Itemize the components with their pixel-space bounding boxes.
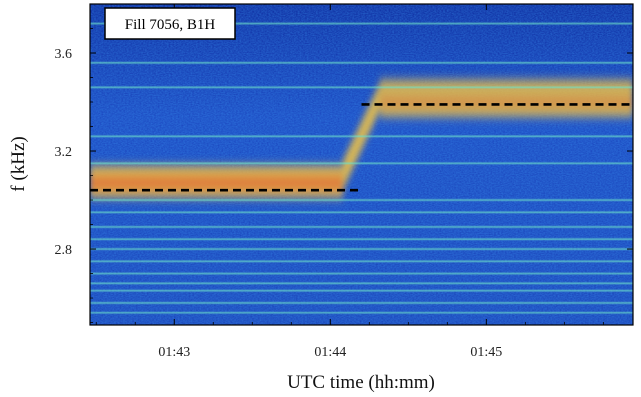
tune-peak-before — [90, 175, 343, 191]
tune-peak-after — [380, 97, 633, 107]
y-tick-label: 2.8 — [55, 243, 73, 258]
legend-box: Fill 7056, B1H — [104, 7, 236, 40]
x-axis-label: UTC time (hh:mm) — [287, 372, 435, 393]
x-tick-label: 01:43 — [158, 345, 190, 360]
y-axis-label: f (kHz) — [8, 136, 29, 191]
legend-label: Fill 7056, B1H — [125, 17, 216, 33]
plot-noise-texture — [90, 4, 633, 325]
plot-area — [90, 4, 633, 325]
y-tick-label: 3.6 — [55, 47, 73, 62]
x-tick-label: 01:45 — [470, 345, 502, 360]
y-tick-label: 3.2 — [55, 145, 73, 160]
legend-frame — [104, 7, 236, 40]
x-tick-label: 01:44 — [314, 345, 346, 360]
plot-frame — [89, 3, 634, 326]
